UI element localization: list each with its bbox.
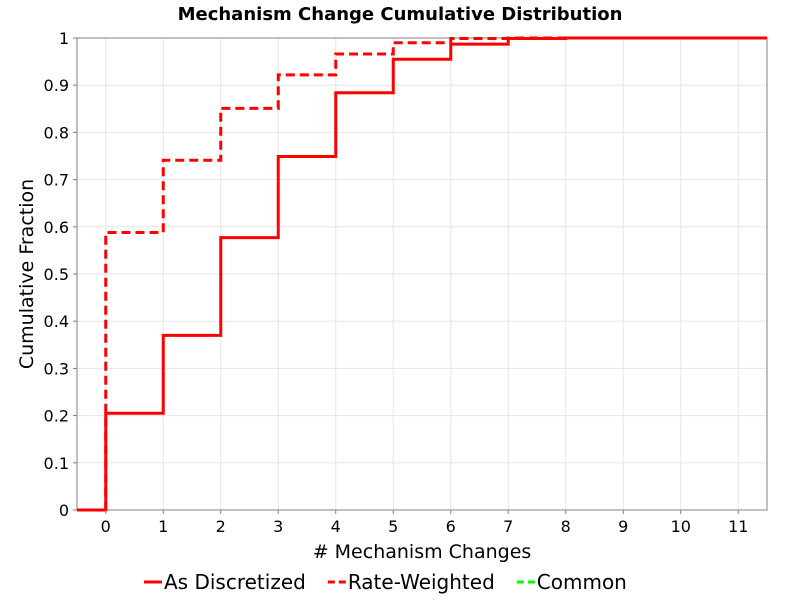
legend-label: Common: [537, 570, 627, 594]
x-tick-label: 4: [331, 517, 341, 536]
x-tick-label: 0: [101, 517, 111, 536]
x-tick-label: 11: [728, 517, 748, 536]
legend: As Discretized Rate-Weighted Common: [144, 570, 627, 594]
y-tick-label: 1: [59, 29, 69, 48]
y-tick-label: 0.6: [44, 218, 69, 237]
x-tick-label: 7: [503, 517, 513, 536]
series-line: [77, 36, 767, 512]
series-layer: [77, 36, 767, 512]
x-tick-label: 2: [216, 517, 226, 536]
y-tick-label: 0.7: [44, 171, 69, 190]
x-tick-label: 1: [158, 517, 168, 536]
x-axis-ticks: 0 1 2 3 4 5 6 7 8 9 10 11: [101, 510, 748, 536]
x-axis-label: # Mechanism Changes: [313, 541, 532, 563]
y-tick-label: 0.4: [44, 312, 69, 331]
y-tick-label: 0.3: [44, 359, 69, 378]
x-tick-label: 10: [671, 517, 691, 536]
x-tick-label: 6: [446, 517, 456, 536]
series-line: [77, 36, 767, 512]
y-tick-label: 0.9: [44, 76, 69, 95]
y-tick-label: 0.1: [44, 454, 69, 473]
legend-label: As Discretized: [164, 570, 306, 594]
chart-title: Mechanism Change Cumulative Distribution: [178, 4, 623, 25]
y-axis-label: Cumulative Fraction: [16, 179, 38, 369]
legend-label: Rate-Weighted: [348, 570, 495, 594]
y-tick-label: 0.5: [44, 265, 69, 284]
y-axis-ticks: 0 0.1 0.2 0.3 0.4 0.5 0.6 0.7 0.8 0.9 1: [44, 29, 77, 520]
x-tick-label: 3: [273, 517, 283, 536]
y-tick-label: 0.8: [44, 123, 69, 142]
x-tick-label: 5: [388, 517, 398, 536]
x-tick-label: 9: [618, 517, 628, 536]
y-tick-label: 0.2: [44, 407, 69, 426]
y-tick-label: 0: [59, 501, 69, 520]
x-tick-label: 8: [561, 517, 571, 536]
